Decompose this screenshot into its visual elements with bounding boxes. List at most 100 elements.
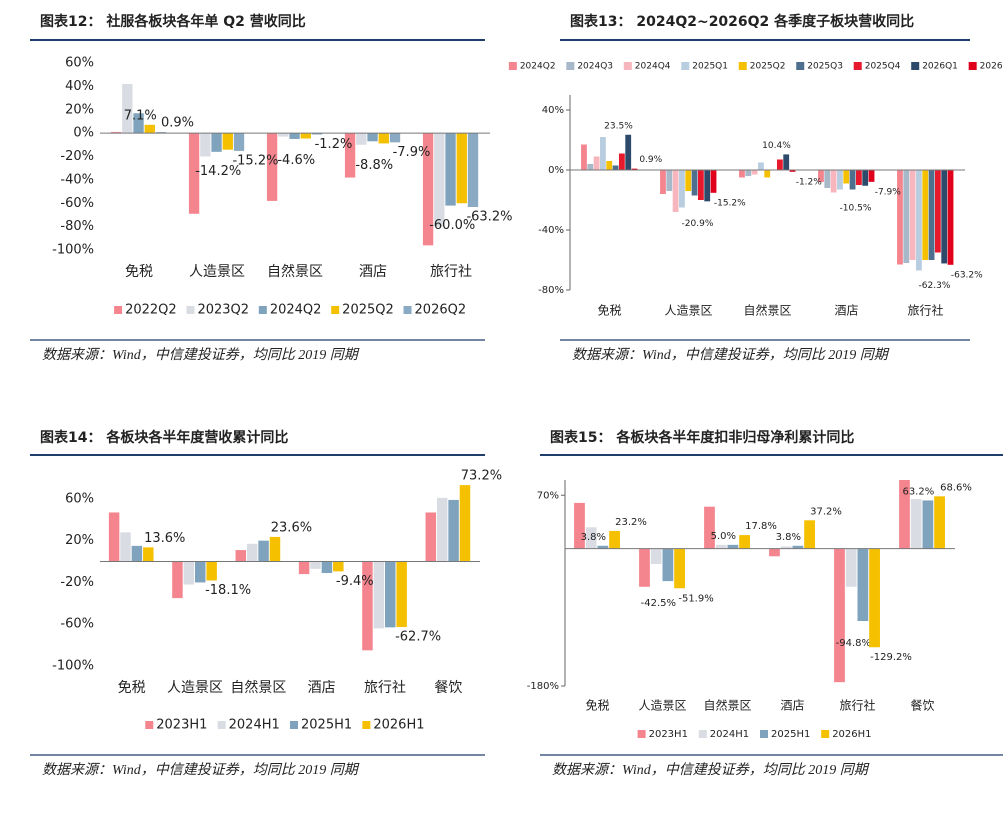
bar (222, 133, 233, 150)
bar (612, 165, 619, 170)
bar (934, 170, 941, 253)
data-label: 0.9% (161, 116, 194, 131)
bar (378, 133, 389, 144)
data-label: -62.7% (395, 630, 441, 645)
bar (845, 548, 857, 587)
y-tick-label: -100% (52, 659, 94, 674)
x-tick-label: 餐饮 (910, 698, 934, 713)
bar (868, 170, 875, 182)
bar (679, 170, 685, 208)
legend-label: 2023Q2 (197, 303, 249, 318)
y-tick-label: 40% (542, 105, 564, 116)
bar (739, 535, 750, 549)
y-tick-label: 60% (65, 491, 94, 506)
legend-swatch (508, 62, 517, 70)
legend-label: 2025H1 (771, 729, 810, 740)
bar (941, 170, 948, 264)
data-label: -42.5% (641, 598, 676, 609)
data-label: 23.2% (615, 517, 647, 528)
legend-swatch (911, 62, 920, 70)
bar (120, 532, 131, 562)
legend-swatch (186, 306, 195, 314)
bar (745, 170, 752, 176)
data-label: -1.2% (315, 137, 353, 152)
data-label: -7.9% (875, 187, 902, 197)
legend-swatch (258, 306, 267, 314)
legend-swatch (853, 62, 862, 70)
bar (110, 131, 122, 134)
y-tick-label: -40% (538, 225, 564, 236)
bar (715, 544, 727, 549)
legend-label: 2024Q2 (270, 303, 322, 318)
bar (581, 144, 587, 170)
bar (574, 502, 585, 549)
y-tick-label: 20% (65, 102, 94, 117)
bar (367, 133, 378, 142)
x-tick-label: 免税 (125, 264, 153, 280)
bar (618, 153, 625, 170)
bar (685, 170, 692, 191)
data-label: -1.2% (796, 177, 823, 187)
source-note: 数据来源：Wind，中信建投证券，均同比 2019 同期 (42, 762, 360, 778)
bar (206, 561, 217, 581)
x-tick-label: 旅行社 (364, 680, 406, 696)
bar (183, 561, 195, 585)
bar (133, 113, 144, 134)
data-label: 13.6% (144, 531, 185, 546)
x-tick-label: 酒店 (308, 680, 336, 696)
bar (783, 154, 790, 170)
data-label: -51.9% (678, 593, 713, 604)
legend-swatch (968, 62, 977, 70)
data-label: -63.2% (951, 270, 983, 280)
bar (155, 132, 167, 134)
legend-swatch (331, 306, 340, 314)
legend-label: 2026H1 (373, 718, 424, 733)
data-label: -20.9% (682, 219, 714, 229)
source-note: 数据来源：Wind，中信建投证券，均同比 2019 同期 (42, 347, 360, 363)
bar (396, 561, 407, 628)
x-tick-label: 旅行社 (430, 264, 472, 280)
bar (922, 170, 929, 260)
bar (934, 496, 945, 549)
y-tick-label: 0% (548, 165, 564, 176)
bar (947, 170, 954, 265)
bar (660, 170, 666, 194)
legend-label: 2026Q2 (980, 62, 1003, 72)
bar (278, 133, 289, 137)
bar (235, 550, 247, 562)
x-tick-label: 自然景区 (267, 263, 323, 280)
bar (704, 170, 711, 202)
source-note: 数据来源：Wind，中信建投证券，均同比 2019 同期 (552, 762, 870, 778)
data-label: -63.2% (466, 209, 512, 224)
bar (855, 170, 862, 185)
y-tick-label: 40% (65, 79, 94, 94)
y-tick-label: 60% (65, 56, 94, 71)
bar (600, 137, 606, 170)
bar (662, 548, 674, 582)
legend-swatch (290, 721, 298, 729)
bar (246, 543, 258, 562)
legend-label: 2026H1 (832, 729, 871, 740)
bar (751, 170, 758, 175)
x-tick-label: 自然景区 (230, 679, 286, 696)
bar (792, 545, 804, 549)
bar (758, 162, 764, 170)
bar (587, 164, 594, 170)
data-label: -62.3% (919, 281, 951, 291)
bar (467, 133, 479, 207)
data-label: -94.8% (836, 638, 871, 649)
bar (631, 168, 638, 170)
bar (333, 561, 344, 572)
legend-label: 2025H1 (301, 718, 352, 733)
bar (269, 536, 281, 562)
legend-label: 2025Q2 (342, 303, 394, 318)
legend-label: 2024H1 (229, 718, 280, 733)
data-label: 68.6% (940, 482, 972, 493)
bar (869, 548, 880, 648)
data-label: 17.8% (745, 521, 777, 532)
bar (650, 548, 662, 564)
data-label: -8.8% (355, 158, 393, 173)
bar (834, 548, 845, 683)
data-label: -10.5% (840, 203, 872, 213)
legend-swatch (114, 306, 123, 314)
